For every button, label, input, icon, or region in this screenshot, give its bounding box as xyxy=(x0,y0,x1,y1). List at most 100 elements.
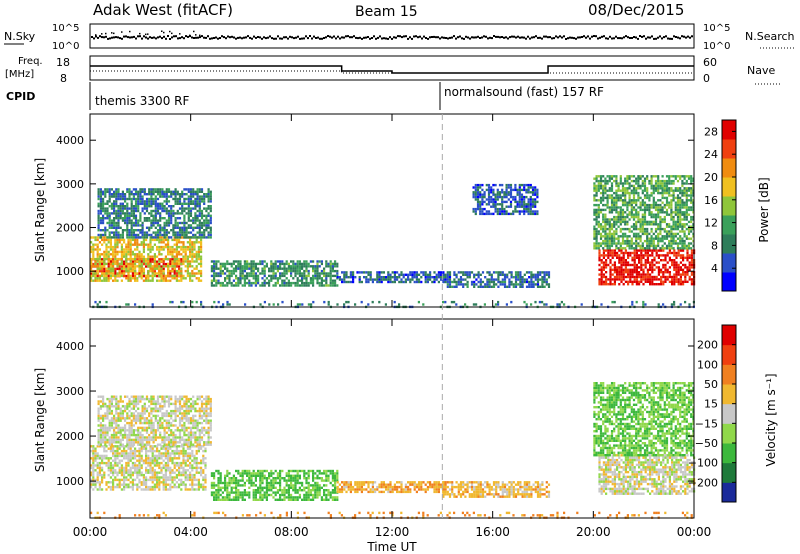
scatter-cell xyxy=(530,276,533,279)
scatter-cell xyxy=(613,300,616,304)
scatter-cell xyxy=(97,233,100,237)
scatter-cell xyxy=(181,233,184,237)
scatter-cell xyxy=(659,232,662,236)
scatter-cell xyxy=(593,244,596,248)
scatter-cell xyxy=(597,247,600,250)
scatter-cell xyxy=(650,211,653,214)
scatter-cell xyxy=(347,300,350,304)
scatter-cell xyxy=(250,284,253,287)
scatter-cell xyxy=(657,213,660,216)
scatter-cell xyxy=(224,284,227,287)
scatter-cell xyxy=(183,188,186,191)
scatter-cell xyxy=(672,237,675,240)
scatter-cell xyxy=(616,251,619,255)
scatter-cell xyxy=(684,278,687,281)
scatter-cell xyxy=(681,237,684,240)
scatter-cell xyxy=(599,199,603,202)
scatter-cell xyxy=(130,207,133,210)
scatter-cell xyxy=(108,226,111,229)
scatter-cell xyxy=(191,279,194,282)
scatter-cell xyxy=(290,265,293,268)
scatter-cell xyxy=(325,279,328,282)
scatter-cell xyxy=(621,191,625,195)
scatter-cell xyxy=(210,265,213,268)
noise-sample xyxy=(287,37,289,40)
scatter-cell xyxy=(121,195,124,198)
scatter-cell xyxy=(692,194,695,197)
scatter-cell xyxy=(209,217,212,220)
scatter-cell xyxy=(167,236,171,239)
scatter-cell xyxy=(167,238,170,242)
scatter-cell xyxy=(633,259,636,262)
scatter-cell xyxy=(376,273,379,276)
scatter-cell xyxy=(514,280,518,284)
scatter-cell xyxy=(608,237,611,240)
scatter-cell xyxy=(105,481,108,484)
scatter-cell xyxy=(167,231,171,234)
noise-sample xyxy=(261,37,263,40)
scatter-cell xyxy=(529,210,532,213)
scatter-cell xyxy=(621,239,625,243)
noise-sample xyxy=(373,35,375,38)
scatter-cell xyxy=(125,262,128,266)
scatter-cell xyxy=(116,272,119,275)
noise-sample xyxy=(215,36,217,39)
scatter-cell xyxy=(132,209,135,213)
scatter-cell xyxy=(676,206,680,209)
scatter-cell xyxy=(97,226,100,229)
scatter-cell xyxy=(142,269,145,273)
noise-sample xyxy=(483,35,485,38)
scatter-cell xyxy=(263,279,266,282)
scatter-cell xyxy=(652,220,655,224)
noise-sample xyxy=(491,37,493,40)
scatter-cell xyxy=(183,209,186,213)
scatter-cell xyxy=(228,274,231,278)
scatter-cell xyxy=(389,280,392,284)
scatter-cell xyxy=(641,199,644,202)
scatter-cell xyxy=(534,276,537,279)
scatter-cell xyxy=(116,447,119,450)
scatter-cell xyxy=(668,271,671,274)
noise-sample xyxy=(133,35,135,38)
scatter-cell xyxy=(210,284,213,287)
scatter-cell xyxy=(298,265,301,268)
scatter-cell xyxy=(442,300,445,304)
scatter-cell xyxy=(151,267,154,270)
scatter-cell xyxy=(152,221,155,225)
scatter-cell xyxy=(382,276,385,279)
scatter-cell xyxy=(398,303,401,306)
scatter-cell xyxy=(479,186,482,189)
scatter-cell xyxy=(217,274,220,278)
scatter-cell xyxy=(156,265,159,268)
scatter-cell xyxy=(679,175,682,178)
scatter-cell xyxy=(160,272,163,275)
scatter-cell xyxy=(517,271,520,274)
scatter-cell xyxy=(189,193,193,196)
scatter-cell xyxy=(418,273,421,276)
scatter-cell xyxy=(627,280,630,283)
scatter-cell xyxy=(154,197,157,201)
scatter-cell xyxy=(162,245,165,249)
scatter-cell xyxy=(180,267,183,270)
scatter-cell xyxy=(126,221,129,225)
scatter-cell xyxy=(143,219,146,222)
scatter-cell xyxy=(137,195,140,198)
scatter-cell xyxy=(676,203,680,207)
scatter-cell xyxy=(635,179,638,183)
scatter-cell xyxy=(521,278,524,281)
scatter-cell xyxy=(96,471,99,474)
scatter-cell xyxy=(230,281,233,285)
scatter-cell xyxy=(676,227,680,231)
scatter-cell xyxy=(150,221,153,225)
scatter-cell xyxy=(683,203,686,207)
scatter-cell xyxy=(674,225,677,228)
scatter-cell xyxy=(96,238,99,242)
noise-sample xyxy=(365,36,367,39)
scatter-cell xyxy=(631,273,634,276)
scatter-cell xyxy=(485,188,488,192)
scatter-cell xyxy=(292,260,295,263)
scatter-cell xyxy=(120,464,123,467)
scatter-cell xyxy=(529,200,532,204)
scatter-cell xyxy=(679,275,682,279)
scatter-cell xyxy=(652,201,655,204)
